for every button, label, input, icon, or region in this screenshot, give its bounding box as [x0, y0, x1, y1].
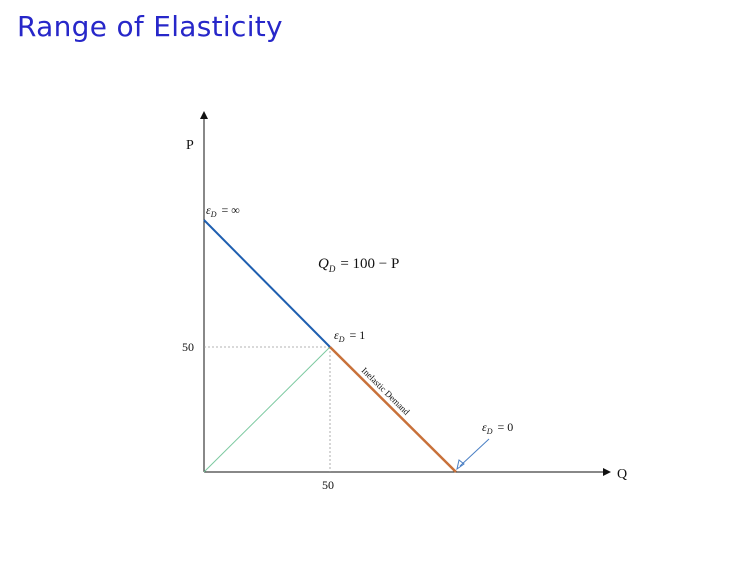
demand-equation: QD = 100 − P [318, 256, 399, 274]
epsilon-symbol: ε [482, 420, 487, 434]
equation-lhs-subscript: D [328, 264, 336, 274]
elasticity-infinite-value: = ∞ [222, 203, 240, 217]
y-tick-50: 50 [182, 340, 194, 354]
diagonal-line [203, 346, 331, 473]
epsilon-subscript: D [338, 335, 345, 344]
epsilon-symbol: ε [206, 203, 211, 217]
epsilon-subscript: D [486, 427, 493, 436]
elasticity-zero-value: = 0 [498, 420, 514, 434]
elasticity-infinite-label: εD = ∞ [206, 203, 240, 219]
epsilon-symbol: ε [334, 328, 339, 342]
pointer-arrow [459, 438, 490, 467]
elasticity-zero-label: εD = 0 [482, 420, 513, 436]
slide-title: Range of Elasticity [17, 10, 283, 43]
pointer-arrow-head [456, 459, 465, 471]
elasticity-unit-value: = 1 [350, 328, 366, 342]
y-axis-label: P [186, 138, 194, 153]
x-axis-label: Q [617, 467, 627, 482]
elasticity-unit-label: εD = 1 [334, 328, 365, 344]
x-tick-50: 50 [322, 478, 334, 492]
inelastic-demand-label: Inelastic Demand [360, 365, 412, 417]
equation-rhs: = 100 − P [340, 256, 399, 272]
inelastic-demand-segment [329, 346, 457, 473]
epsilon-subscript: D [210, 210, 217, 219]
equation-lhs: Q [318, 256, 329, 272]
elastic-demand-segment [203, 219, 331, 348]
